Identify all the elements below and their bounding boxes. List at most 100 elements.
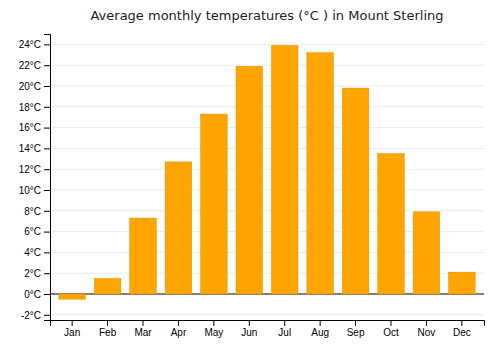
tick-mark [44,128,50,129]
tick-label: Feb [99,327,117,338]
tick-mark [44,107,50,108]
tick: Jul [278,320,291,338]
tick-label: 2°C [24,268,41,279]
chart: -2°C 0°C 2°C 4°C 6°C 8°C 10°C 12°C 14°C 16°C 18°C 2… [0,0,500,350]
tick-mark [107,320,108,326]
grid-line [50,148,484,149]
grid-line [50,210,484,211]
tick-mark [44,294,50,295]
tick: 8°C [24,206,50,217]
tick-mark [44,148,50,149]
bar [378,154,405,294]
tick: Oct [383,320,399,338]
tick-label: 8°C [24,206,41,217]
tick-mark [284,320,285,326]
tick: May [204,320,223,338]
grid-line [50,190,484,191]
bar [130,218,157,294]
tick-label: 22°C [19,60,41,71]
bar [59,294,86,299]
axis-line [44,35,51,321]
tick: 14°C [19,143,50,154]
tick-label: 6°C [24,226,41,237]
tick-label: Apr [171,327,187,338]
grid-line [50,86,484,87]
bar [413,212,440,294]
tick: -2°C [21,310,50,321]
tick: Sep [347,320,365,338]
bars [59,45,475,299]
tick-label: Dec [453,327,471,338]
grid [50,44,484,314]
tick-label: Jun [241,327,257,338]
bar [165,162,192,294]
tick-label: 16°C [19,122,41,133]
grid-line [50,65,484,66]
tick-label: Sep [347,327,365,338]
tick: 16°C [19,122,50,133]
tick-mark [72,320,73,326]
grid-line [50,127,484,128]
tick-mark [213,320,214,326]
tick-label: May [204,327,223,338]
tick-label: Jan [64,327,80,338]
tick: 12°C [19,164,50,175]
y-axis: -2°C 0°C 2°C 4°C 6°C 8°C 10°C 12°C 14°C 16°C 18°C 2… [19,35,51,321]
tick: Dec [453,320,471,338]
grid-line [50,106,484,107]
tick-label: 12°C [19,164,41,175]
tick-mark [461,320,462,326]
tick: 10°C [19,185,50,196]
bar [236,66,263,294]
tick-mark [44,232,50,233]
bar [271,45,298,294]
tick-mark [426,320,427,326]
tick-mark [44,86,50,87]
tick-label: 14°C [19,143,41,154]
grid-line [50,44,484,45]
grid-line [50,314,484,315]
tick-label: 24°C [19,39,41,50]
tick: Mar [134,320,152,338]
tick: 20°C [19,81,50,92]
tick: Jun [241,320,257,338]
tick-label: Oct [383,327,399,338]
tick-label: 18°C [19,102,41,113]
axis-line [51,321,485,327]
tick: Nov [418,320,436,338]
tick-mark [44,315,50,316]
tick-mark [391,320,392,326]
tick: Jan [64,320,80,338]
tick-label: 0°C [24,289,41,300]
tick-label: Nov [418,327,436,338]
tick-mark [44,44,50,45]
tick-mark [249,320,250,326]
tick-mark [44,252,50,253]
tick: 22°C [19,60,50,71]
tick-mark [320,320,321,326]
tick: Feb [99,320,117,338]
tick-mark [355,320,356,326]
tick: Aug [311,320,329,338]
tick: 24°C [19,39,50,50]
tick-mark [44,211,50,212]
tick-label: 10°C [19,185,41,196]
bar [94,278,121,294]
tick-label: Mar [134,327,152,338]
tick-mark [44,190,50,191]
bar [342,88,369,294]
tick-mark [178,320,179,326]
x-axis: Jan Feb Mar Apr May Jun Jul Aug Sep Oct Nov Dec [51,320,485,338]
tick-label: -2°C [21,310,41,321]
plot: -2°C 0°C 2°C 4°C 6°C 8°C 10°C 12°C 14°C 16°C 18°C 2… [19,35,485,339]
tick-label: 20°C [19,81,41,92]
tick-mark [44,65,50,66]
tick-label: Aug [311,327,329,338]
title: Average monthly temperatures (°C ) in Mo… [90,8,443,23]
tick: 0°C [24,289,50,300]
tick-mark [44,169,50,170]
tick-mark [44,273,50,274]
tick-label: 4°C [24,247,41,258]
tick: Apr [171,320,187,338]
tick: 18°C [19,102,50,113]
